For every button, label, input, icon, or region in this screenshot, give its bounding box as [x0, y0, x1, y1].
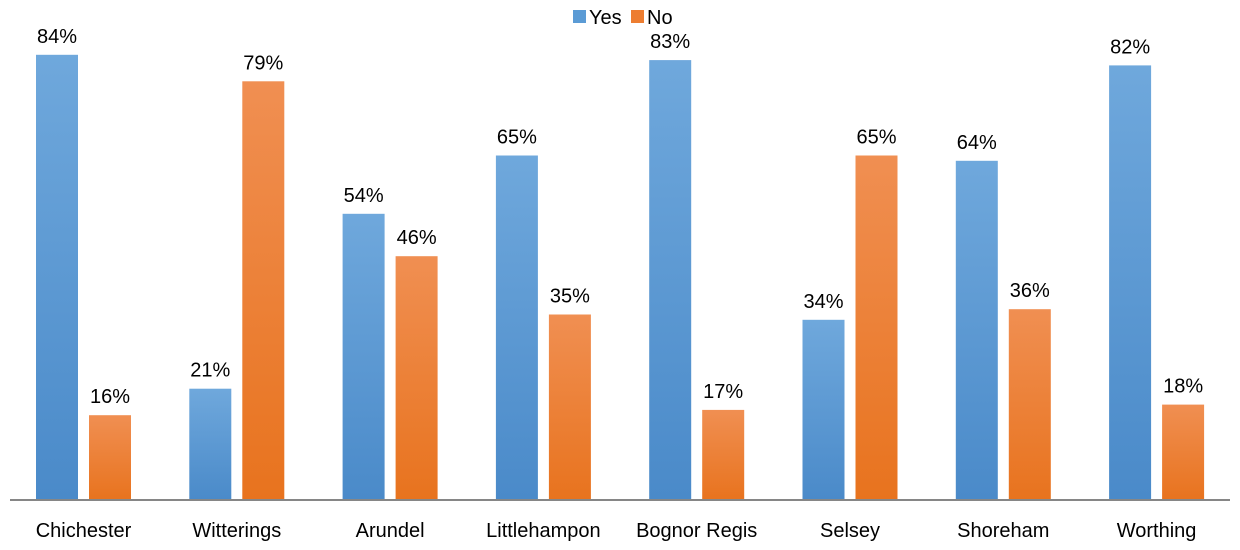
bar-no-worthing [1162, 404, 1205, 500]
data-label-yes-shoreham: 64% [957, 132, 997, 154]
x-tick-label-shoreham: Shoreham [957, 520, 1049, 542]
bar-yes-shoreham [955, 160, 998, 501]
data-label-no-bognor-regis: 17% [703, 381, 743, 403]
data-label-yes-selsey: 34% [803, 291, 843, 313]
x-tick-label-littlehampon: Littlehampon [486, 520, 601, 542]
data-label-yes-worthing: 82% [1110, 36, 1150, 58]
bar-yes-worthing [1109, 65, 1152, 501]
legend-label-no: No [647, 7, 673, 29]
data-label-no-witterings: 79% [243, 52, 283, 74]
x-tick-label-witterings: Witterings [192, 520, 281, 542]
bar-no-witterings [242, 81, 285, 501]
bar-no-selsey [855, 155, 898, 500]
bar-yes-selsey [802, 319, 845, 500]
bar-no-bognor-regis [702, 409, 745, 500]
bars-group [36, 54, 1205, 501]
data-labels-group: 84% 16% 21% 79% 54% 46% 65% 35% 83% 17% 34% 65% 64% 3… [37, 26, 1203, 408]
legend-swatch-no [631, 10, 644, 23]
bar-no-shoreham [1008, 309, 1051, 500]
x-tick-labels-group: Chichester Witterings Arundel Littlehampon B… [36, 520, 1197, 542]
bar-no-littlehampon [548, 314, 591, 500]
bar-no-chichester [89, 415, 131, 500]
data-label-no-littlehampon: 35% [550, 286, 590, 308]
x-tick-label-bognor-regis: Bognor Regis [636, 520, 757, 542]
bar-yes-chichester [36, 54, 78, 501]
x-tick-label-selsey: Selsey [820, 520, 880, 542]
legend-swatch-yes [573, 10, 586, 23]
x-tick-label-arundel: Arundel [356, 520, 425, 542]
x-tick-label-chichester: Chichester [36, 520, 132, 542]
bar-no-arundel [395, 256, 438, 500]
bar-yes-arundel [342, 213, 385, 501]
legend: Yes No [573, 7, 673, 29]
data-label-no-chichester: 16% [90, 386, 130, 408]
bar-yes-bognor-regis [649, 60, 692, 500]
data-label-no-shoreham: 36% [1010, 280, 1050, 302]
data-label-yes-chichester: 84% [37, 26, 77, 48]
data-label-yes-littlehampon: 65% [497, 127, 537, 149]
data-label-yes-bognor-regis: 83% [650, 31, 690, 53]
bar-yes-witterings [189, 388, 232, 500]
legend-label-yes: Yes [589, 7, 622, 29]
data-label-no-arundel: 46% [397, 227, 437, 249]
x-tick-label-worthing: Worthing [1117, 520, 1197, 542]
data-label-yes-witterings: 21% [190, 360, 230, 382]
data-label-no-worthing: 18% [1163, 376, 1203, 398]
data-label-yes-arundel: 54% [344, 185, 384, 207]
bar-yes-littlehampon [495, 155, 538, 500]
data-label-no-selsey: 65% [856, 127, 896, 149]
